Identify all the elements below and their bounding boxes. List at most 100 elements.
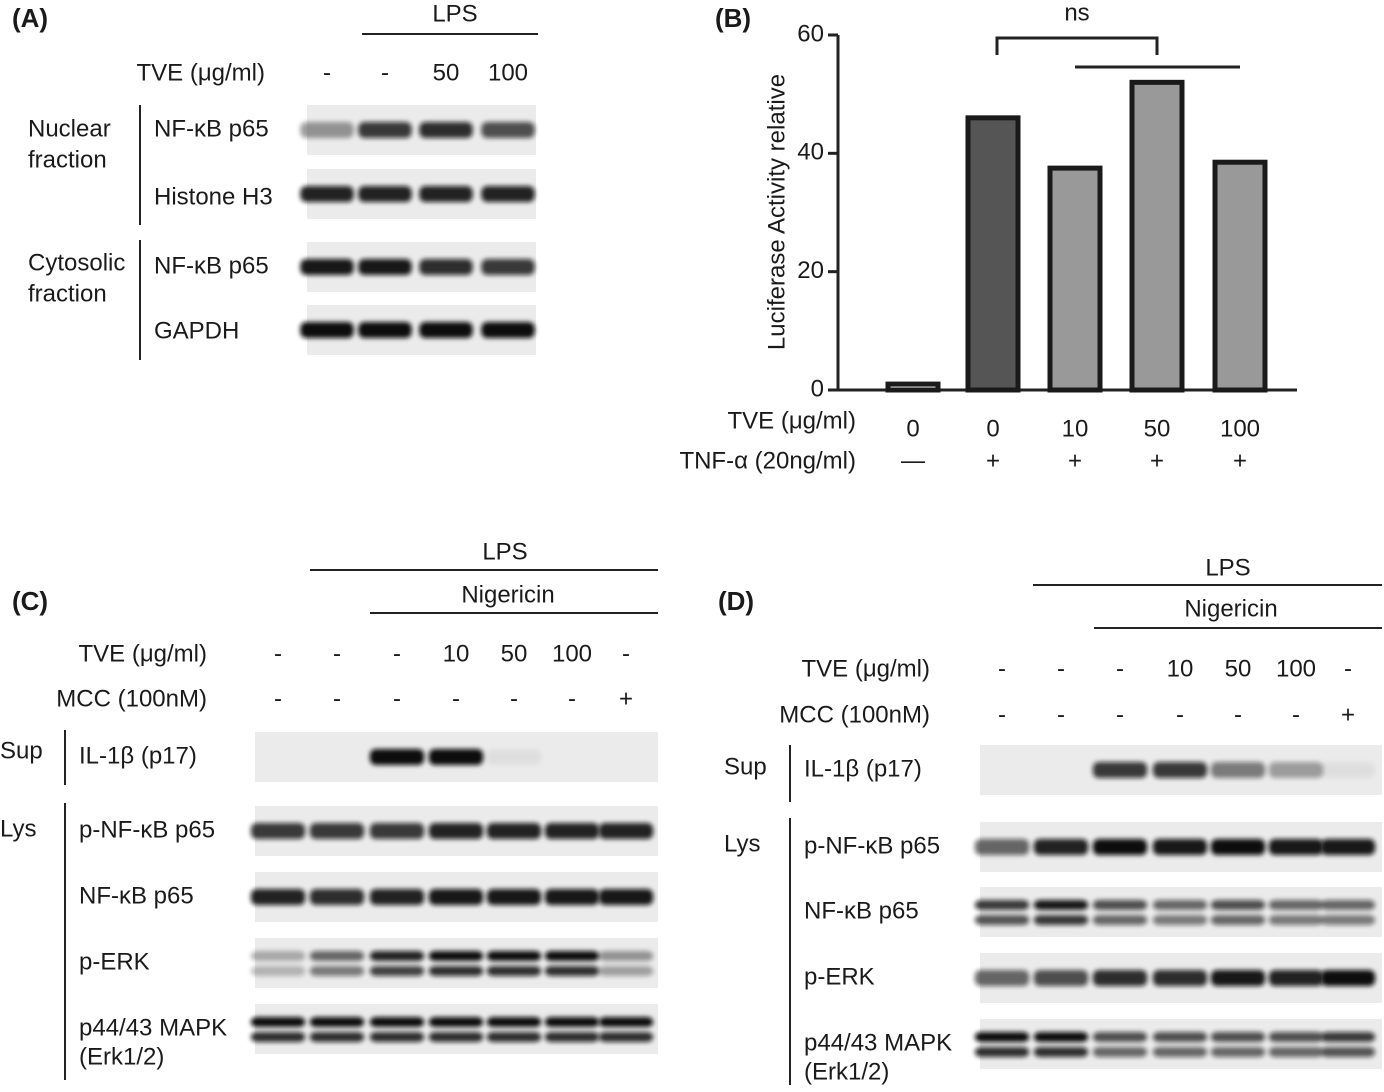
band <box>369 1032 425 1042</box>
band <box>1320 1032 1376 1042</box>
band <box>1152 1047 1208 1057</box>
band <box>486 1032 542 1042</box>
band <box>309 823 365 839</box>
label: GAPDH <box>154 317 239 344</box>
band <box>1033 839 1089 855</box>
band <box>1092 970 1148 986</box>
band <box>419 259 473 275</box>
label: TVE (μg/ml) <box>728 407 857 434</box>
band <box>1268 839 1324 855</box>
band <box>974 1032 1030 1042</box>
band <box>1320 900 1376 910</box>
label: Lys <box>724 830 760 857</box>
band <box>309 889 365 905</box>
label: NF-κB p65 <box>804 897 919 924</box>
blot <box>255 938 658 988</box>
band <box>974 915 1030 925</box>
label: p-ERK <box>804 963 875 990</box>
label: 50 <box>1225 655 1252 682</box>
band <box>1033 1032 1089 1042</box>
band <box>1268 1032 1324 1042</box>
band <box>1033 1047 1089 1057</box>
label: TVE (μg/ml) <box>802 655 931 682</box>
x-tick-label: + <box>1068 447 1082 474</box>
band <box>1033 915 1089 925</box>
label: p44/43 MAPK <box>79 1014 227 1041</box>
band <box>250 951 306 961</box>
band <box>1320 915 1376 925</box>
label: NF-κB p65 <box>154 115 269 142</box>
label: 100 <box>552 640 592 667</box>
band <box>1092 1047 1148 1057</box>
label: p-ERK <box>79 948 150 975</box>
band <box>1152 762 1208 778</box>
blot <box>980 1019 1382 1069</box>
label: Nuclear <box>28 115 111 142</box>
band <box>974 900 1030 910</box>
band <box>250 1032 306 1042</box>
x-tick-label: 0 <box>906 415 919 442</box>
band <box>358 122 412 138</box>
label: - <box>998 655 1006 682</box>
label: - <box>381 59 389 86</box>
label: Histone H3 <box>154 183 273 210</box>
band <box>300 122 354 138</box>
label: - <box>1234 701 1242 728</box>
bar <box>1129 79 1185 393</box>
band <box>598 966 654 976</box>
band <box>369 889 425 905</box>
label: LPS <box>432 0 477 27</box>
band <box>1210 1047 1266 1057</box>
band <box>250 1017 306 1027</box>
label: (Erk1/2) <box>804 1058 889 1085</box>
band <box>428 823 484 839</box>
band <box>1092 1032 1148 1042</box>
band <box>481 186 535 202</box>
band <box>1152 970 1208 986</box>
band <box>1268 915 1324 925</box>
label: fraction <box>28 280 107 307</box>
label: Sup <box>0 737 43 764</box>
label: - <box>998 701 1006 728</box>
band <box>974 1047 1030 1057</box>
label: LPS <box>482 538 527 565</box>
bar <box>1212 159 1268 393</box>
band <box>369 1017 425 1027</box>
band <box>428 1017 484 1027</box>
label: IL-1β (p17) <box>79 742 197 769</box>
label: - <box>393 640 401 667</box>
label: - <box>1176 701 1184 728</box>
band <box>358 322 412 338</box>
band <box>1320 839 1376 855</box>
label: TVE (μg/ml) <box>79 640 208 667</box>
band <box>1210 900 1266 910</box>
band <box>1152 900 1208 910</box>
bar <box>1047 165 1103 393</box>
band <box>974 970 1030 986</box>
label: - <box>1116 655 1124 682</box>
label: MCC (100nM) <box>56 685 207 712</box>
band <box>544 951 600 961</box>
y-tick-label: 40 <box>797 139 824 166</box>
band <box>358 259 412 275</box>
bar <box>965 115 1021 393</box>
x-tick-label: + <box>986 447 1000 474</box>
panel-label: (C) <box>12 586 48 616</box>
label: - <box>1344 655 1352 682</box>
label: Cytosolic <box>28 249 125 276</box>
band <box>300 322 354 338</box>
label: 10 <box>443 640 470 667</box>
band <box>1033 970 1089 986</box>
label: LPS <box>1205 554 1250 581</box>
x-tick-label: 100 <box>1220 415 1260 442</box>
band <box>1210 762 1266 778</box>
label: Lys <box>0 815 36 842</box>
label: Sup <box>724 753 767 780</box>
label: TNF-α (20ng/ml) <box>679 447 856 474</box>
band <box>598 951 654 961</box>
panel-label: (A) <box>12 3 48 33</box>
band <box>428 889 484 905</box>
band <box>428 1032 484 1042</box>
band <box>428 951 484 961</box>
band <box>1152 915 1208 925</box>
